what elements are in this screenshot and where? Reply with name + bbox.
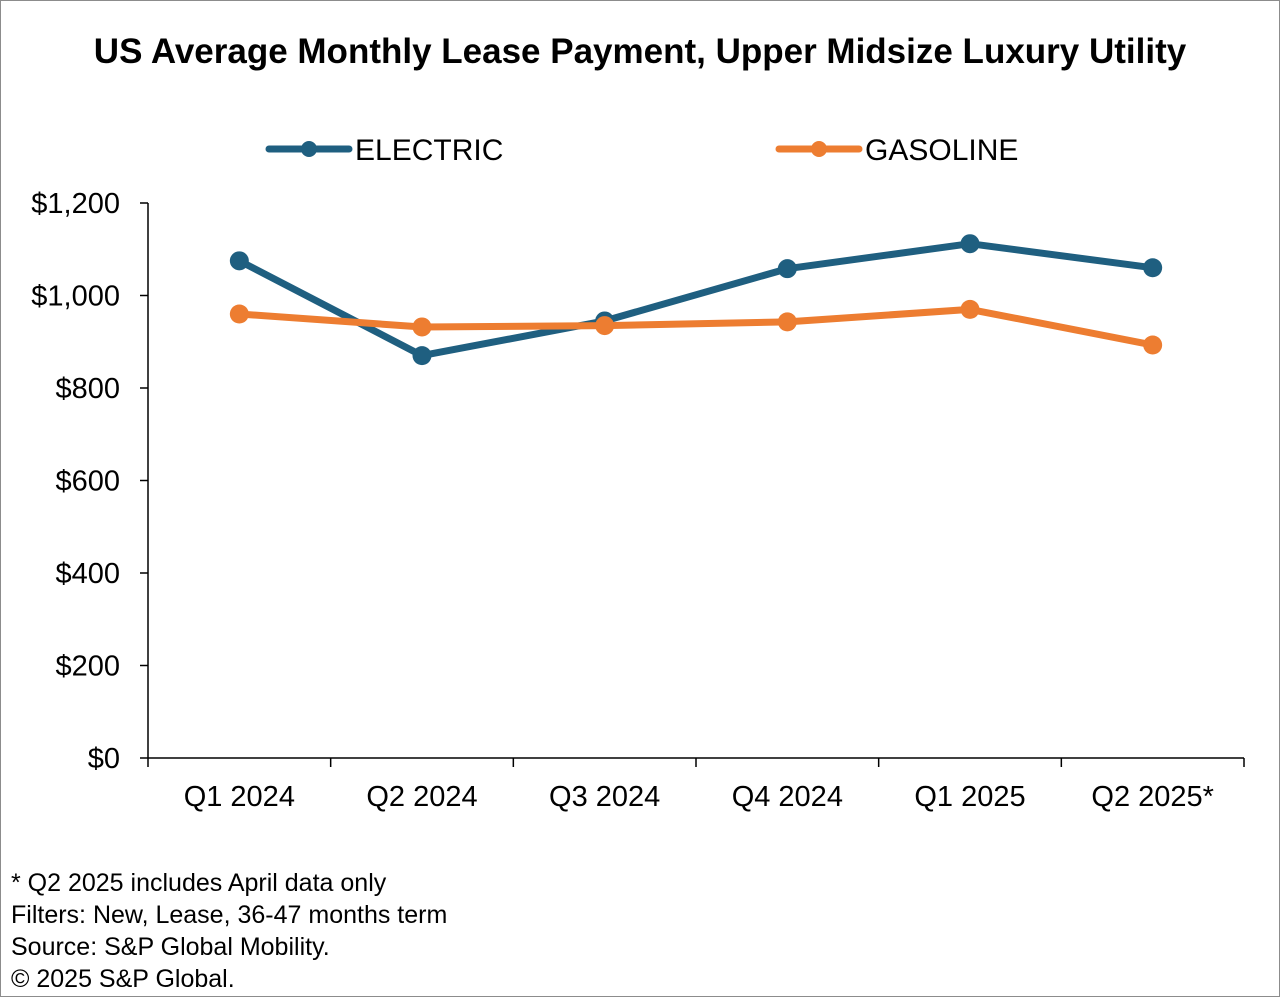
footnotes: * Q2 2025 includes April data only Filte…	[11, 867, 447, 995]
x-tick-label: Q4 2024	[732, 781, 843, 813]
line-chart: US Average Monthly Lease Payment, Upper …	[31, 32, 1245, 813]
legend-label-electric: ELECTRIC	[355, 134, 503, 167]
footnote-note: * Q2 2025 includes April data only	[11, 869, 387, 897]
footnote-filters: Filters: New, Lease, 36-47 months term	[11, 901, 448, 929]
data-point-electric	[960, 234, 980, 254]
y-tick-label: $1,000	[31, 281, 120, 313]
legend-marker-electric	[301, 141, 317, 157]
data-point-electric	[1143, 258, 1163, 278]
x-tick-label: Q2 2025*	[1091, 781, 1214, 813]
data-point-electric	[229, 251, 249, 271]
x-tick-label: Q2 2024	[366, 781, 477, 813]
y-tick-label: $600	[55, 466, 120, 498]
series-line-gasoline	[235, 305, 1157, 349]
legend-label-gasoline: GASOLINE	[865, 134, 1018, 167]
legend-marker-gasoline	[811, 141, 827, 157]
data-point-gasoline	[229, 304, 249, 324]
data-point-electric	[412, 346, 432, 366]
data-point-gasoline	[960, 299, 980, 319]
y-tick-label: $400	[55, 558, 120, 590]
y-tick-label: $1,200	[31, 188, 120, 220]
footnote-source: Source: S&P Global Mobility.	[11, 933, 330, 961]
data-point-gasoline	[412, 317, 432, 337]
series-line-electric	[235, 240, 1157, 360]
chart-title: US Average Monthly Lease Payment, Upper …	[94, 32, 1187, 71]
y-tick-label: $800	[55, 373, 120, 405]
x-tick-label: Q3 2024	[549, 781, 660, 813]
data-point-electric	[777, 259, 797, 279]
data-point-gasoline	[595, 316, 615, 336]
x-tick-label: Q1 2025	[914, 781, 1025, 813]
y-tick-label: $200	[55, 651, 120, 683]
y-tick-label: $0	[88, 743, 120, 775]
footnote-copyright: © 2025 S&P Global.	[11, 965, 235, 993]
data-point-gasoline	[777, 312, 797, 332]
x-tick-label: Q1 2024	[184, 781, 295, 813]
data-point-gasoline	[1143, 335, 1163, 355]
